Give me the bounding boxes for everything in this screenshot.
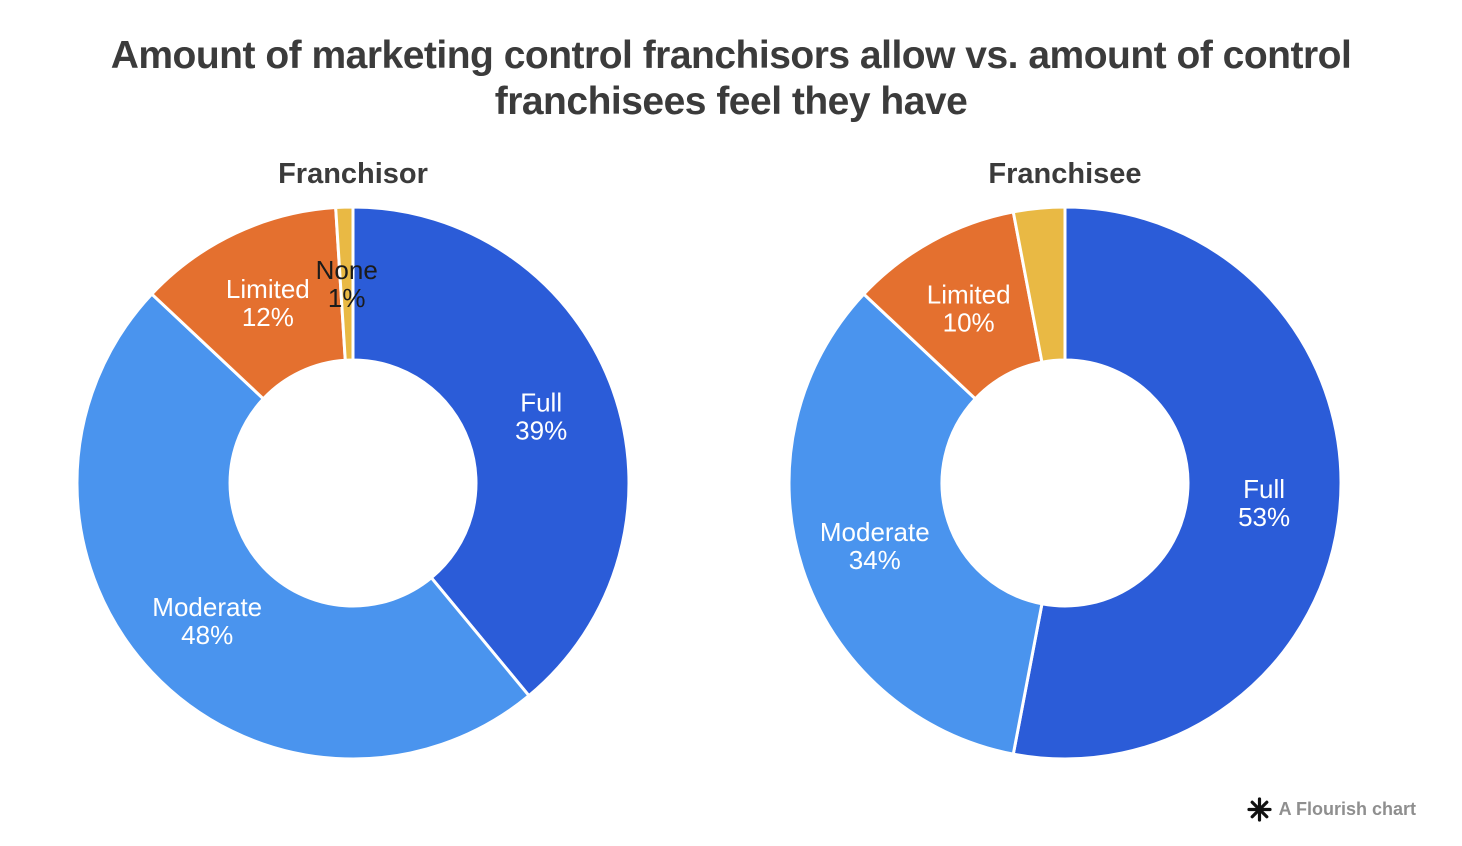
donut-slice-franchisor-full[interactable] xyxy=(351,205,631,698)
slice-label-percent: 34% xyxy=(849,545,901,575)
donut-slice-franchisor-none[interactable] xyxy=(334,205,355,362)
slice-label-name: Full xyxy=(1243,474,1285,504)
flourish-asterisk-icon xyxy=(1247,797,1272,822)
slice-label-name: Limited xyxy=(226,274,310,304)
slice-label-percent: 39% xyxy=(515,415,567,445)
donut-slice-franchisee-none[interactable] xyxy=(1011,205,1067,364)
donut-slice-franchisor-limited[interactable] xyxy=(150,206,347,401)
donut-slice-franchisor-moderate[interactable] xyxy=(75,292,531,761)
page-title: Amount of marketing control franchisors … xyxy=(0,33,1462,125)
slice-label-name: Limited xyxy=(927,280,1011,310)
slice-label-name: None xyxy=(316,255,378,285)
flourish-credit-label: A Flourish chart xyxy=(1278,799,1416,819)
donut-slice-franchisee-full[interactable] xyxy=(1011,205,1343,761)
slice-label-percent: 1% xyxy=(328,283,366,313)
donut-slice-franchisee-moderate[interactable] xyxy=(787,292,1044,756)
slice-label-percent: 10% xyxy=(943,308,995,338)
slice-label-name: Full xyxy=(520,387,562,417)
chart-title-franchisor: Franchisor xyxy=(278,158,428,190)
slice-label-name: Moderate xyxy=(152,592,262,622)
page-title-line-2: franchisees feel they have xyxy=(494,80,968,123)
page-title-line-1: Amount of marketing control franchisors … xyxy=(110,34,1352,77)
flourish-credit-link[interactable]: A Flourish chart xyxy=(1247,797,1416,822)
chart-title-franchisee: Franchisee xyxy=(988,158,1142,190)
slice-label-percent: 48% xyxy=(181,620,233,650)
slice-label-name: Moderate xyxy=(820,517,930,547)
slice-label-percent: 12% xyxy=(242,302,294,332)
slice-label-percent: 53% xyxy=(1238,502,1290,532)
